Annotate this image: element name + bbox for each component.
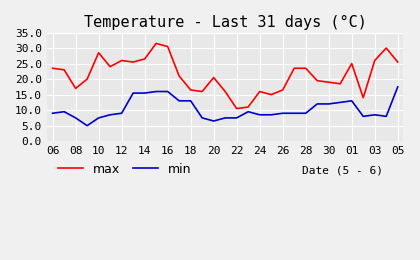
- max: [165, 45, 170, 48]
- min: [384, 115, 389, 118]
- min: [131, 92, 136, 95]
- max: [291, 67, 297, 70]
- min: [338, 101, 343, 104]
- max: [108, 65, 113, 68]
- max: [154, 42, 159, 45]
- Legend: max, min: max, min: [53, 158, 197, 180]
- min: [96, 116, 101, 119]
- min: [188, 99, 193, 102]
- min: [62, 110, 67, 113]
- max: [223, 90, 228, 93]
- Line: max: max: [52, 43, 398, 109]
- min: [200, 116, 205, 119]
- Title: Temperature - Last 31 days (°C): Temperature - Last 31 days (°C): [84, 15, 367, 30]
- max: [177, 74, 182, 77]
- max: [326, 81, 331, 84]
- min: [142, 92, 147, 95]
- min: [291, 112, 297, 115]
- min: [108, 113, 113, 116]
- max: [315, 79, 320, 82]
- min: [223, 116, 228, 119]
- max: [257, 90, 262, 93]
- min: [326, 102, 331, 106]
- max: [349, 62, 354, 65]
- min: [372, 113, 377, 116]
- max: [246, 106, 251, 109]
- max: [211, 76, 216, 79]
- min: [269, 113, 274, 116]
- max: [96, 51, 101, 54]
- max: [395, 61, 400, 64]
- max: [142, 57, 147, 61]
- max: [384, 47, 389, 50]
- min: [280, 112, 285, 115]
- min: [303, 112, 308, 115]
- max: [303, 67, 308, 70]
- max: [84, 77, 89, 81]
- min: [73, 116, 78, 119]
- min: [211, 119, 216, 122]
- min: [50, 112, 55, 115]
- min: [234, 116, 239, 119]
- max: [372, 59, 377, 62]
- min: [395, 85, 400, 88]
- min: [154, 90, 159, 93]
- min: [177, 99, 182, 102]
- min: [257, 113, 262, 116]
- max: [131, 61, 136, 64]
- max: [269, 93, 274, 96]
- min: [361, 115, 366, 118]
- max: [338, 82, 343, 85]
- max: [73, 87, 78, 90]
- max: [361, 96, 366, 99]
- max: [200, 90, 205, 93]
- X-axis label: Date (5 - 6): Date (5 - 6): [302, 165, 383, 175]
- max: [280, 88, 285, 92]
- min: [246, 110, 251, 113]
- min: [119, 112, 124, 115]
- max: [50, 67, 55, 70]
- max: [234, 107, 239, 110]
- min: [165, 90, 170, 93]
- max: [188, 88, 193, 92]
- min: [349, 99, 354, 102]
- max: [119, 59, 124, 62]
- min: [84, 124, 89, 127]
- max: [62, 68, 67, 71]
- Line: min: min: [52, 87, 398, 126]
- min: [315, 102, 320, 106]
